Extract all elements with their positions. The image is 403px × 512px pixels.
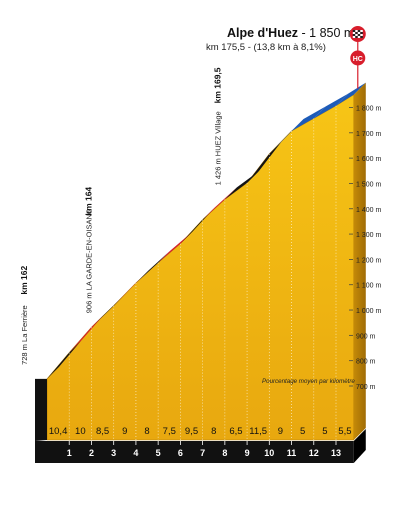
km-label: 13 xyxy=(331,448,341,458)
gradient-label: 9 xyxy=(122,426,127,437)
profile-left-face xyxy=(35,378,47,441)
place-km: km 162 xyxy=(19,266,29,295)
y-tick-label: 1 600 m xyxy=(356,156,381,163)
km-label: 7 xyxy=(200,448,205,458)
y-tick-label: 1 700 m xyxy=(356,131,381,138)
gradient-segment xyxy=(180,207,215,244)
flag-cell xyxy=(357,36,361,38)
flag-cell xyxy=(360,32,363,34)
y-tick-label: 1 100 m xyxy=(356,283,381,290)
flag-cell xyxy=(357,30,361,32)
gradient-label: 9,5 xyxy=(185,426,198,437)
flag-cell xyxy=(352,32,356,34)
gradient-label: 10,4 xyxy=(49,426,68,437)
hc-badge-label: HC xyxy=(353,56,363,63)
km-label: 10 xyxy=(264,448,274,458)
y-tick-label: 1 400 m xyxy=(356,207,381,214)
km-band-side xyxy=(353,429,366,463)
flag-cell xyxy=(352,30,356,32)
km-label: 1 xyxy=(67,448,72,458)
summit-name: Alpe d'Huez xyxy=(227,26,299,40)
gradient-segment xyxy=(69,315,104,353)
y-tick-label: 1 300 m xyxy=(356,232,381,239)
y-tick-label: 900 m xyxy=(356,333,376,340)
gradient-segment xyxy=(247,141,282,183)
gradient-segment xyxy=(91,293,126,328)
km-label: 5 xyxy=(156,448,161,458)
gradient-segment xyxy=(224,170,260,200)
y-tick-label: 1 200 m xyxy=(356,257,381,264)
gradient-segment xyxy=(313,93,348,119)
km-label: 9 xyxy=(245,448,250,458)
place-name: 1 426 m HUEZ Village xyxy=(213,111,222,185)
y-tick-label: 1 000 m xyxy=(356,308,381,315)
km-label: 3 xyxy=(111,448,116,458)
km-label: 6 xyxy=(178,448,183,458)
chart-title: Alpe d'Huez - 1 850 m xyxy=(227,26,354,40)
gradient-label: 8,5 xyxy=(96,426,109,437)
flag-cell xyxy=(355,32,358,34)
gradient-segment xyxy=(202,187,237,220)
place-km: km 169,5 xyxy=(212,67,222,103)
profile-side xyxy=(353,82,366,440)
gradient-segment xyxy=(291,106,326,132)
summit-altitude: - 1 850 m xyxy=(298,26,355,40)
flag-cell xyxy=(355,36,358,38)
gradient-label: 10 xyxy=(75,426,86,437)
km-band xyxy=(35,441,354,463)
km-label: 12 xyxy=(309,448,319,458)
gradient-label: 6,5 xyxy=(229,426,242,437)
km-label: 2 xyxy=(89,448,94,458)
km-label: 11 xyxy=(287,448,297,458)
place-label: 1 426 m HUEZ Village km 169,5 xyxy=(212,67,222,185)
gradient-segment xyxy=(47,340,82,379)
y-tick-label: 700 m xyxy=(356,384,376,391)
chart-subtitle: km 175,5 - (13,8 km à 8,1%) xyxy=(206,42,326,53)
gradient-label: 9 xyxy=(278,426,283,437)
gradient-segment xyxy=(158,231,193,263)
flag-cell xyxy=(357,32,361,34)
gradient-label: 5 xyxy=(322,426,327,437)
flag-cell xyxy=(360,30,363,32)
flag-cell xyxy=(355,34,358,36)
gradient-label: 5 xyxy=(300,426,305,437)
y-tick-label: 1 800 m xyxy=(356,105,381,112)
flag-cell xyxy=(352,36,356,38)
hc-badge: HC xyxy=(350,50,366,66)
legend-note: Pourcentage moyen par kilomètre xyxy=(262,378,355,385)
gradient-label: 8 xyxy=(144,426,149,437)
flag-cell xyxy=(360,36,363,38)
y-tick-label: 1 500 m xyxy=(356,181,381,188)
hc-badge-circle xyxy=(350,50,366,66)
km-label: 8 xyxy=(222,448,227,458)
gradient-label: 5,5 xyxy=(338,426,351,437)
flag-cell xyxy=(357,34,361,36)
km-label: 4 xyxy=(133,448,138,458)
place-name: 728 m La Ferrière xyxy=(20,305,29,365)
gradient-label: 11,5 xyxy=(249,426,267,437)
gradient-label: 7,5 xyxy=(163,426,176,437)
place-name: 906 m LA GARDE-EN-OISANS xyxy=(84,209,93,313)
y-tick-label: 800 m xyxy=(356,359,376,366)
flag-cell xyxy=(360,34,363,36)
finish-flag-icon xyxy=(349,26,366,42)
place-label: 728 m La Ferrière km 162 xyxy=(19,266,29,365)
place-km: km 164 xyxy=(83,187,93,216)
gradient-label: 8 xyxy=(211,426,216,437)
flag-cell xyxy=(352,34,356,36)
flag-cell xyxy=(355,30,358,32)
gradient-segment xyxy=(135,250,171,283)
